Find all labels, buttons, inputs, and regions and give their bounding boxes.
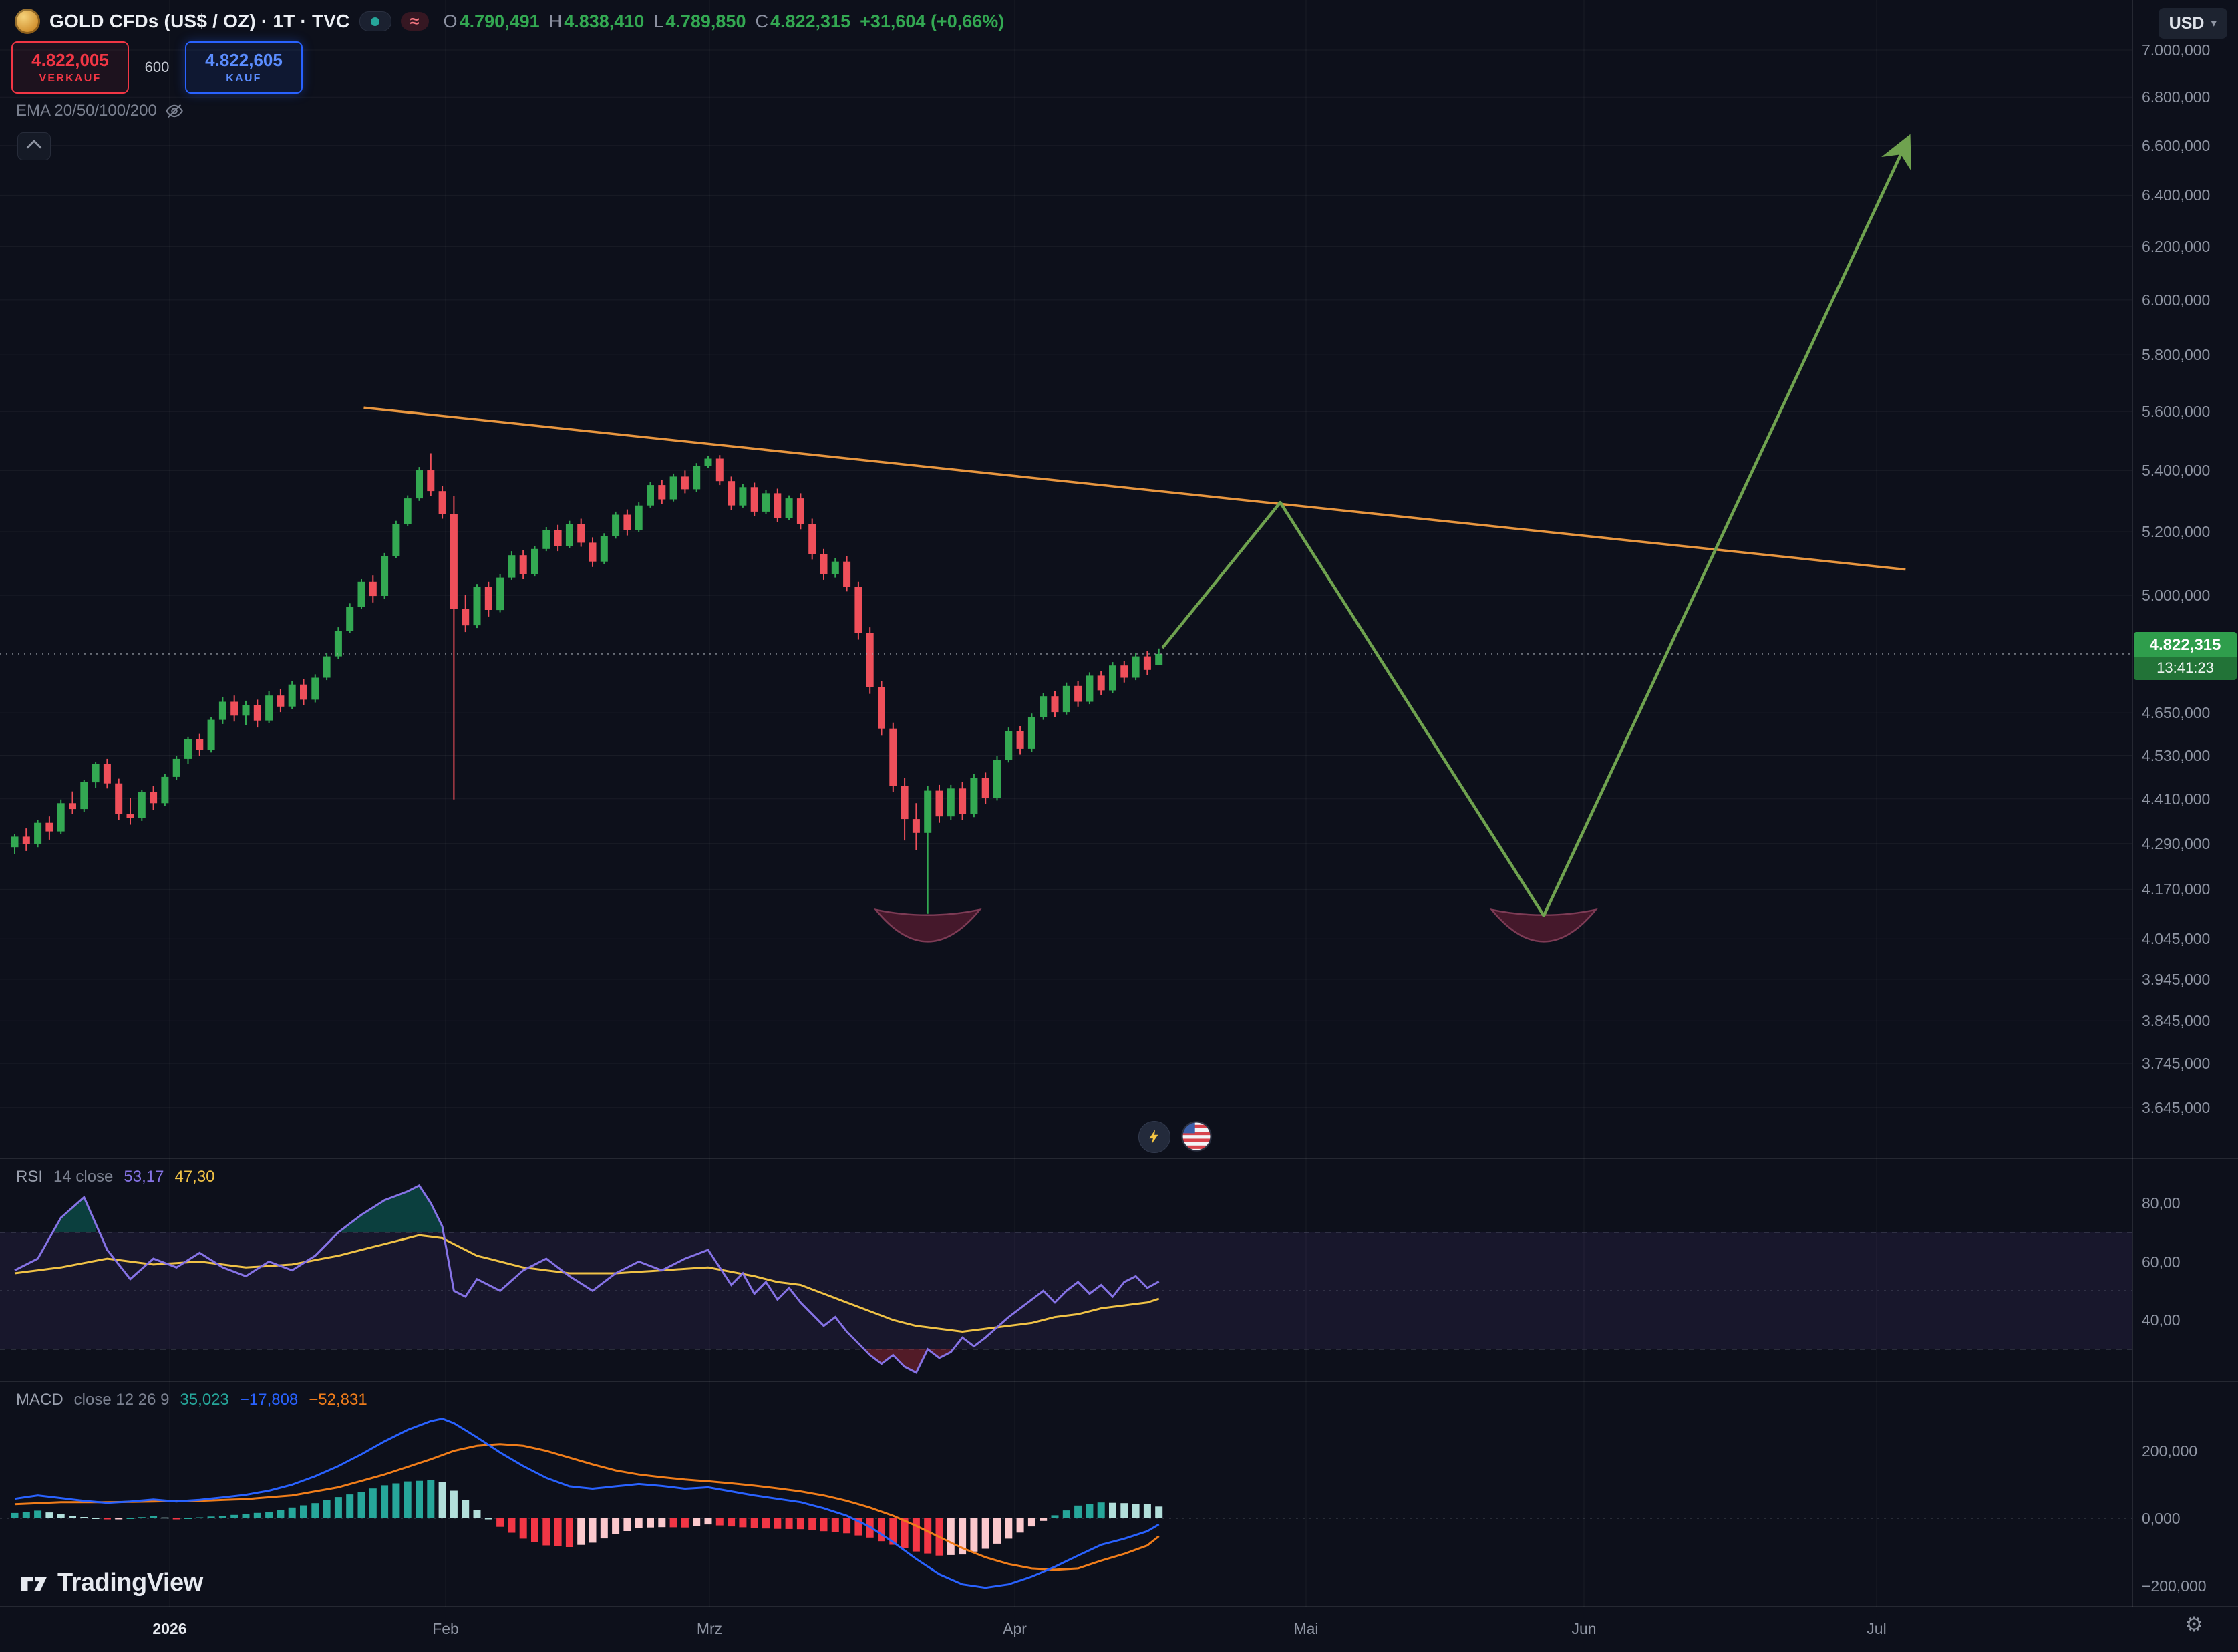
- projection-path-drawing: [1161, 134, 1911, 917]
- ema-label: EMA 20/50/100/200: [16, 102, 157, 120]
- economic-event-icon[interactable]: [1138, 1121, 1170, 1153]
- last-price-value: 4.822,315: [2149, 636, 2221, 654]
- macd-line-value: −17,808: [239, 1391, 299, 1409]
- visibility-off-icon[interactable]: [165, 102, 184, 120]
- candlestick-series: [11, 453, 1163, 914]
- macd-legend[interactable]: MACD close 12 26 9 35,023 −17,808 −52,83…: [16, 1391, 367, 1410]
- arc-drawing: [873, 908, 982, 943]
- macd-indicator: [0, 1418, 2132, 1589]
- symbol-title[interactable]: GOLD CFDs (US$ / OZ) · 1T · TVC: [49, 11, 350, 31]
- sell-button[interactable]: 4.822,005 VERKAUF: [11, 41, 129, 94]
- tradingview-wordmark: TradingView: [57, 1568, 203, 1597]
- macd-hist-value: 35,023: [180, 1391, 229, 1409]
- live-dot-icon: [371, 17, 380, 26]
- close-value: 4.822,315: [770, 11, 851, 31]
- ohlc-values: O 4.790,491 H 4.838,410 L 4.789,850 C 4.822,…: [444, 11, 1005, 32]
- symbol-header: GOLD CFDs (US$ / OZ) · 1T · TVC ≈ O 4.790…: [15, 7, 1004, 36]
- buy-label: KAUF: [226, 73, 262, 84]
- tradingview-mark-icon: [21, 1576, 47, 1591]
- currency-dropdown[interactable]: USD ▾: [2158, 8, 2227, 39]
- chevron-down-icon: ▾: [2211, 17, 2217, 29]
- trendline-drawing: [363, 406, 1906, 571]
- high-label: H: [548, 11, 563, 31]
- macd-params: close 12 26 9: [73, 1391, 170, 1409]
- rsi-title: RSI: [16, 1168, 43, 1186]
- currency-label: USD: [2169, 13, 2205, 33]
- tradingview-logo[interactable]: TradingView: [20, 1568, 203, 1597]
- settings-gear-icon[interactable]: ⚙: [2185, 1613, 2203, 1636]
- collapse-legend-button[interactable]: [17, 132, 51, 160]
- macd-signal-value: −52,831: [309, 1391, 367, 1409]
- open-value: 4.790,491: [459, 11, 540, 31]
- high-value: 4.838,410: [564, 11, 645, 31]
- rsi-ma-value: 47,30: [174, 1168, 215, 1186]
- change-value: +31,604 (+0,66%): [860, 11, 1005, 31]
- buy-price: 4.822,605: [205, 50, 283, 70]
- trade-panel: 4.822,005 VERKAUF 600 4.822,605 KAUF: [11, 41, 303, 94]
- low-label: L: [653, 11, 664, 31]
- flag-icon: [1181, 1121, 1212, 1152]
- rsi-indicator: [0, 1184, 2132, 1374]
- rsi-value: 53,17: [124, 1168, 164, 1186]
- rsi-params: 14 close: [53, 1168, 114, 1186]
- bar-countdown: 13:41:23: [2134, 657, 2237, 680]
- sell-label: VERKAUF: [39, 73, 102, 84]
- close-label: C: [755, 11, 768, 31]
- arc-drawing: [1489, 908, 1598, 943]
- low-value: 4.789,850: [665, 11, 746, 31]
- chevron-up-icon: [26, 140, 42, 155]
- open-label: O: [443, 11, 458, 31]
- sell-price: 4.822,005: [31, 50, 109, 70]
- rsi-legend[interactable]: RSI 14 close 53,17 47,30: [16, 1168, 215, 1186]
- ema-indicator-legend[interactable]: EMA 20/50/100/200: [16, 102, 184, 120]
- macd-title: MACD: [16, 1391, 63, 1409]
- us-flag-event-icon[interactable]: [1181, 1121, 1212, 1152]
- delayed-data-icon[interactable]: ≈: [400, 12, 429, 31]
- pane-separators: [0, 0, 2238, 1607]
- lightning-bolt-icon: [1149, 1130, 1158, 1144]
- grid: [0, 0, 2132, 1607]
- buy-button[interactable]: 4.822,605 KAUF: [185, 41, 303, 94]
- last-price-label[interactable]: 4.822,315 13:41:23: [2134, 632, 2237, 680]
- spread-value: 600: [144, 59, 170, 75]
- market-status-icon[interactable]: [359, 11, 391, 31]
- symbol-logo-icon[interactable]: [15, 9, 40, 34]
